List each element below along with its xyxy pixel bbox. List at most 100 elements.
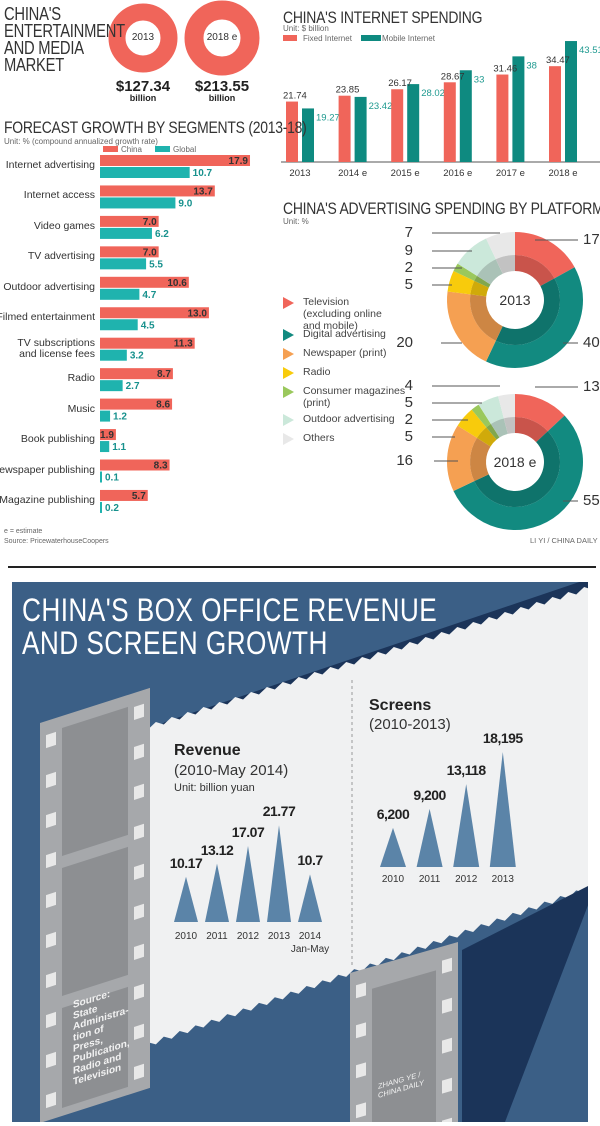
donut-value-label: 17 [583, 231, 600, 248]
legend-label-line: (print) [303, 397, 331, 409]
market-title-line: MARKET [4, 55, 65, 75]
screens-value-label: 18,195 [482, 730, 523, 746]
segment-label: TV subscriptions and license fees [17, 336, 95, 360]
bar-label-china: 7.0 [143, 217, 157, 228]
bar-fixed-internet [443, 82, 456, 162]
donut-inner-slice [503, 417, 515, 434]
bar-china [100, 155, 251, 166]
box-office-title-line: CHINA'S BOX OFFICE REVENUE [22, 592, 438, 628]
donut-inner-shade [469, 437, 491, 482]
legend-label-line: and mobile) [303, 320, 358, 332]
donut-value-label: 5 [404, 428, 413, 445]
film-hole [134, 983, 144, 1001]
market-donut-2013 [108, 3, 178, 73]
revenue-triangle [174, 876, 198, 922]
bar-global [100, 501, 102, 513]
source-note: Source: PricewaterhouseCoopers [4, 538, 109, 545]
bar-label-global: 6.2 [155, 229, 169, 240]
revenue-value-label: 17.07 [231, 824, 265, 841]
donut-inner-shade [515, 417, 548, 443]
revenue-year-label: 2010 [174, 931, 198, 942]
donut-inner-shade [474, 275, 491, 288]
donut-slice [515, 394, 565, 432]
legend-label: Newspaper (print) [303, 347, 386, 359]
revenue-triangle [205, 863, 229, 922]
revenue-value-label: 10.17 [169, 854, 203, 871]
bar-china [100, 215, 159, 227]
internet-year-label: 2017 e [496, 168, 525, 179]
bar-global [100, 288, 140, 300]
film-hole [134, 1063, 144, 1081]
screens-year-label: 2011 [418, 874, 441, 885]
donut-inner-shade [474, 431, 561, 508]
bar-global [100, 197, 176, 209]
bar-global [100, 349, 127, 361]
bar-label-fixed: 21.74 [283, 91, 307, 102]
donut-inner-shade [503, 417, 515, 434]
legend-swatch-global [155, 146, 170, 152]
bar-china [100, 398, 173, 410]
legend-triangle-icon [283, 433, 294, 445]
segment-label: Filmed entertainment [0, 311, 95, 324]
bar-label-global: 10.7 [193, 168, 213, 179]
revenue-year-label: 2012 [236, 931, 260, 942]
donut-inner-shade [515, 255, 555, 287]
donut-slice [478, 396, 504, 425]
bar-china [100, 307, 209, 319]
bar-label-mobile: 28.02 [421, 88, 445, 99]
donut-inner-slice [477, 427, 497, 447]
segment-label: Internet advertising [5, 159, 95, 171]
donut-inner-slice [470, 294, 503, 341]
bar-global [100, 258, 147, 270]
bar-label-china: 17.9 [229, 156, 249, 167]
film-hole [356, 1102, 366, 1119]
bar-global [100, 441, 110, 453]
donut-inner-slice [474, 275, 491, 288]
donut-inner-slice [486, 424, 500, 440]
bar-label-global: 1.1 [112, 442, 126, 453]
bar-label-global: 5.5 [149, 259, 163, 270]
bar-global [100, 471, 102, 483]
bar-fixed-internet [549, 66, 561, 162]
bar-mobile-internet [459, 70, 472, 162]
bar-mobile-internet [302, 108, 314, 162]
section-divider [8, 566, 596, 568]
revenue-year-label: 2011 [206, 931, 228, 942]
segment-label: Video games [33, 219, 95, 232]
screens-triangle [380, 827, 406, 867]
film-frame [62, 986, 128, 1108]
legend-triangle-icon [283, 348, 294, 360]
bar-label-china: 13.7 [193, 186, 213, 197]
segment-label: Music [67, 402, 95, 415]
legend-label-line: Outdoor advertising [303, 413, 395, 425]
legend-label: Television (excluding online and mobile) [303, 296, 382, 332]
bar-label-global: 1.2 [113, 412, 127, 423]
legend-label-line: Newspaper (print) [303, 347, 387, 359]
internet-year-label: 2015 e [391, 168, 420, 179]
film-hole [46, 1051, 56, 1069]
bar-label-global: 2.7 [126, 381, 140, 392]
film-frame [62, 706, 128, 856]
legend-label: Others [303, 432, 335, 444]
donut-inner-slice [495, 278, 560, 345]
legend-label-line: Radio [303, 366, 331, 378]
donut-inner-slice [474, 431, 561, 508]
bar-china [100, 276, 189, 288]
bar-label-china: 7.0 [143, 247, 157, 258]
bar-label-china: 8.7 [157, 369, 171, 380]
donut-value-label: 2 [404, 259, 413, 276]
film-hole [134, 1023, 144, 1041]
screens-year-label: 2013 [491, 874, 514, 885]
legend-label-line: (excluding online [303, 308, 382, 320]
screens-triangle [489, 752, 516, 867]
paper-shadow-right [462, 886, 588, 1122]
internet-unit: Unit: $ billion [283, 24, 329, 33]
bar-fixed-internet [391, 89, 404, 162]
bar-fixed-internet [338, 95, 351, 162]
film-hole [46, 1011, 56, 1029]
donut-slice [453, 415, 583, 530]
internet-year-label: 2013 [289, 168, 310, 179]
donut-slice [498, 393, 515, 419]
revenue-unit: Unit: billion yuan [174, 782, 255, 794]
revenue-triangle [236, 846, 260, 922]
